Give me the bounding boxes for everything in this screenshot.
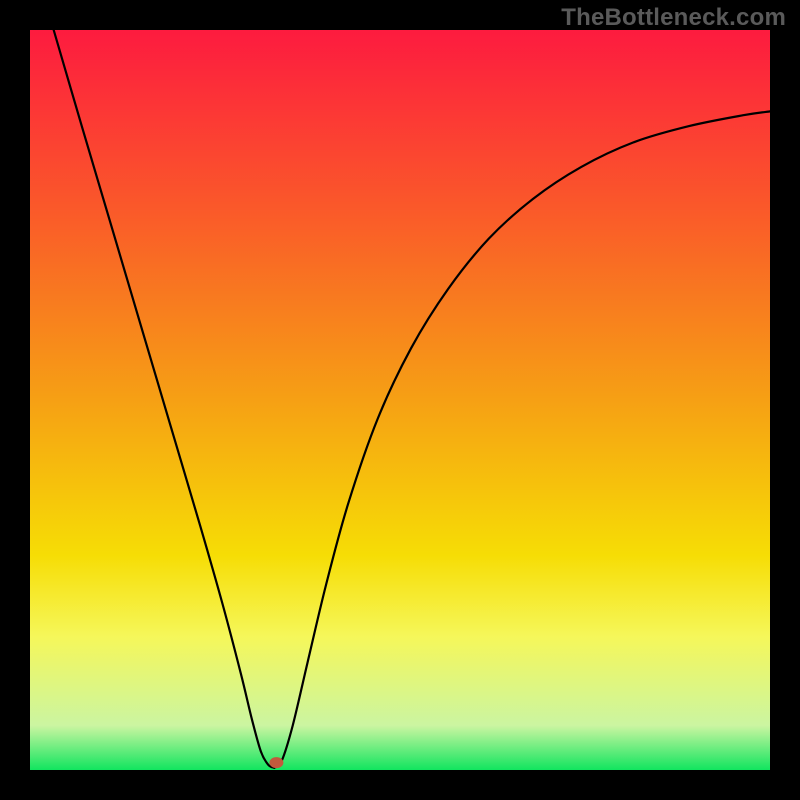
plot-area (30, 30, 770, 770)
minimum-marker (269, 757, 283, 768)
bottleneck-curve-svg (30, 30, 770, 770)
watermark-text: TheBottleneck.com (561, 4, 786, 32)
curve-right-branch (274, 111, 770, 767)
curve-left-branch (54, 30, 275, 768)
